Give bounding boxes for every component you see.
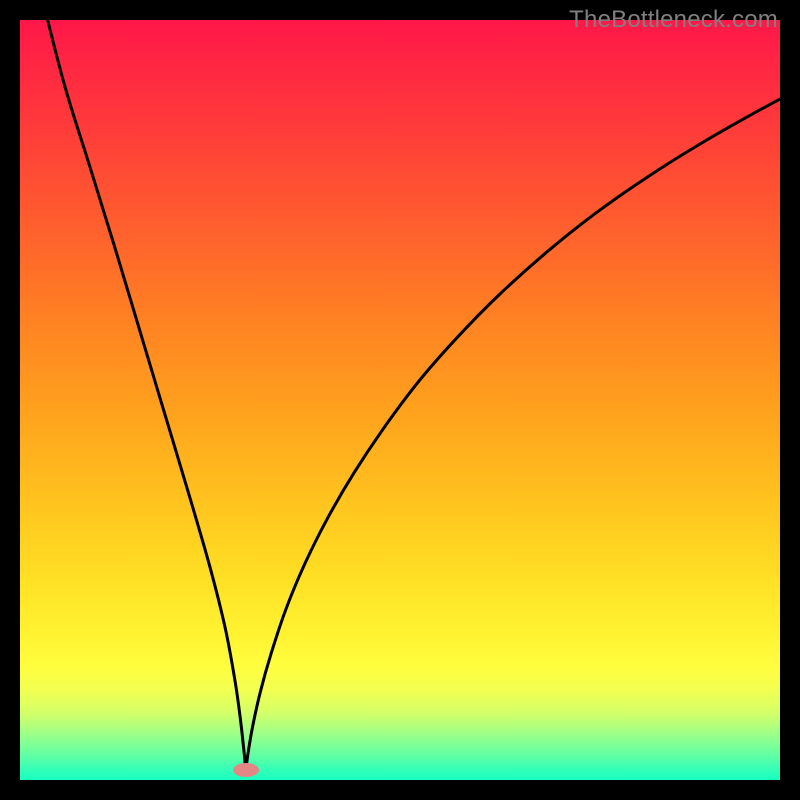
plot-area: [20, 20, 780, 780]
optimal-point-marker: [233, 763, 259, 777]
attribution-label: TheBottleneck.com: [569, 6, 778, 34]
bottleneck-curve-path: [34, 20, 780, 769]
bottleneck-curve: [20, 20, 780, 780]
chart-canvas: TheBottleneck.com: [0, 0, 800, 800]
